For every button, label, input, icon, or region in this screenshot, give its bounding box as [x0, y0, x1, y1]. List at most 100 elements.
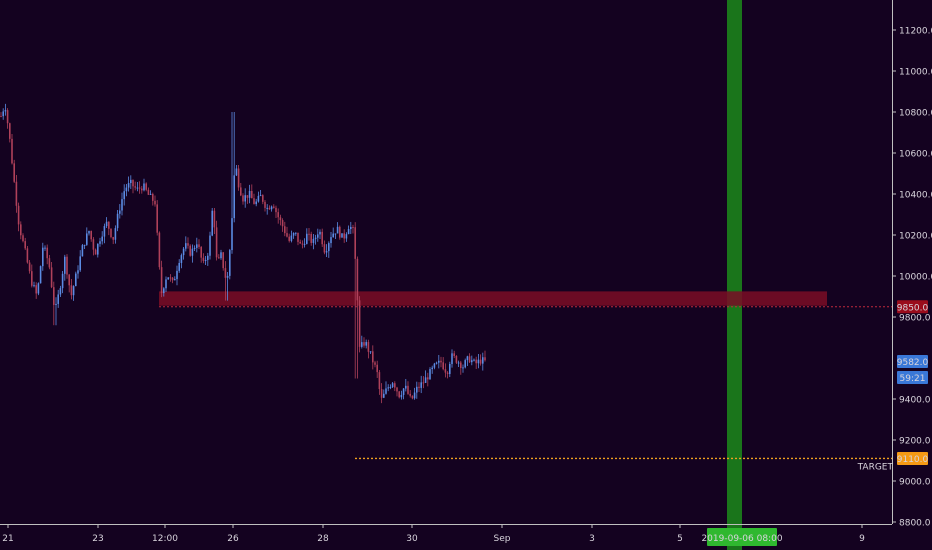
candle-body: [328, 243, 330, 252]
candle-body: [409, 393, 411, 396]
candle-body: [411, 395, 414, 399]
candle-body: [325, 251, 328, 253]
candle-body: [334, 233, 337, 235]
candle-body: [165, 279, 167, 289]
candle-body: [457, 362, 460, 364]
candle-body: [9, 123, 11, 139]
price-tick-label: 10000.0: [899, 273, 932, 283]
candle-body: [460, 362, 462, 369]
candle-body: [35, 285, 37, 294]
candle-body: [114, 228, 117, 240]
candle-body: [281, 220, 284, 227]
candle-body: [482, 357, 484, 364]
candle-body: [306, 233, 308, 244]
candle-body: [136, 187, 139, 189]
candle-body: [0, 116, 2, 118]
candle-body: [42, 247, 44, 267]
candle-body: [44, 247, 46, 249]
candle-body: [477, 359, 480, 364]
candle-body: [200, 246, 202, 258]
candle-body: [396, 387, 398, 392]
target-price-badge: 9110.0 TARGET: [857, 451, 929, 472]
candle-body: [233, 175, 235, 219]
candle-body: [97, 243, 99, 255]
price-tick-label: 8800.0: [899, 519, 931, 529]
candle-body: [213, 210, 216, 228]
candle-body: [178, 262, 180, 271]
candle-body: [138, 187, 141, 189]
candle-body: [55, 303, 57, 305]
candle-body: [59, 288, 62, 295]
candle-body: [143, 183, 145, 191]
candle-body: [455, 355, 458, 363]
candle-body: [231, 218, 233, 251]
candle-body: [191, 248, 194, 256]
price-tick-label: 9400.0: [899, 396, 931, 406]
candle-body: [48, 258, 51, 268]
candle-body: [169, 277, 172, 279]
candle-body: [180, 255, 183, 263]
candle-body: [50, 267, 53, 288]
candle-body: [218, 257, 220, 259]
candle-body: [182, 248, 185, 256]
candle-body: [372, 351, 374, 363]
resistance-price-label: 9850.0: [897, 303, 929, 313]
candle-body: [116, 213, 119, 229]
candle-body: [466, 356, 469, 361]
candle-body: [438, 360, 440, 363]
candle-body: [376, 364, 378, 373]
candle-body: [235, 168, 238, 176]
candle-body: [312, 238, 315, 243]
candle-body: [110, 228, 112, 238]
candle-body: [66, 256, 68, 275]
candle-body: [259, 195, 262, 197]
price-tick-label: 10200.0: [899, 232, 932, 242]
candle-body: [268, 207, 271, 210]
candle-body: [211, 210, 213, 236]
candle-body: [207, 255, 209, 260]
candle-body: [39, 266, 42, 284]
candle-body: [244, 195, 246, 202]
candle-body: [57, 294, 59, 304]
time-window-date-label: 2019-09-06 08:00: [701, 534, 782, 544]
time-tick-label: 23: [92, 534, 103, 544]
candle-body: [20, 224, 22, 236]
time-tick-label: 9: [859, 534, 865, 544]
candle-body: [255, 201, 257, 205]
candle-body: [125, 187, 128, 192]
candle-body: [152, 193, 154, 201]
candle-body: [132, 179, 134, 187]
price-tick-label: 10600.0: [899, 150, 932, 160]
price-tick-label: 11200.0: [899, 27, 932, 37]
candle-body: [222, 252, 224, 269]
candle-body: [160, 267, 163, 294]
candle-body: [347, 229, 350, 235]
candle-body: [413, 392, 416, 399]
price-axis[interactable]: 8800.0 9000.0 9200.0 9400.0 9800.0 10000.0 102…: [892, 27, 932, 529]
candle-body: [420, 382, 422, 388]
candle-body: [31, 271, 33, 286]
candle-body: [193, 247, 196, 249]
candle-body: [299, 241, 301, 244]
time-tick-label: 3: [589, 534, 595, 544]
candle-body: [33, 285, 35, 287]
candle-body: [61, 273, 64, 289]
candle-body: [24, 241, 26, 249]
candle-body: [339, 226, 341, 238]
candle-body: [352, 226, 354, 228]
time-axis[interactable]: 21 23 12:00 26 28 30 Sep 3 5 9: [2, 524, 865, 544]
candle-body: [323, 244, 326, 253]
candle-body: [226, 275, 229, 278]
price-tick-label: 10400.0: [899, 191, 932, 201]
candle-body: [6, 110, 9, 124]
price-tick-label: 10800.0: [899, 109, 932, 119]
candle-body: [262, 195, 264, 202]
candle-body: [46, 247, 48, 259]
time-tick-label: 21: [2, 534, 13, 544]
candle-body: [416, 386, 418, 393]
candle-body: [240, 187, 242, 196]
candle-body: [86, 233, 88, 245]
